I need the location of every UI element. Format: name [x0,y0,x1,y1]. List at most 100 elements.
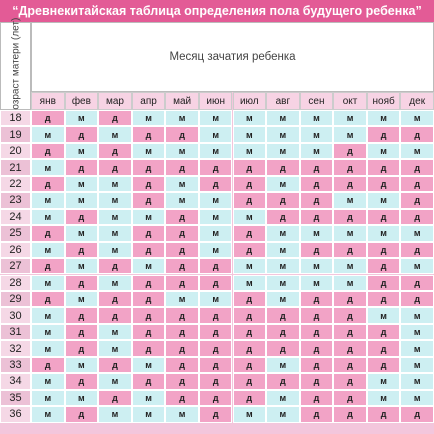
cell: м [400,340,434,357]
cell: м [400,142,434,160]
cell: м [400,110,434,127]
cell: д [232,307,267,324]
cell: д [366,274,401,291]
age-label: 18 [0,110,31,127]
cell: д [232,356,267,374]
cell: м [31,274,65,291]
cell: д [31,356,65,374]
cell: м [232,110,267,127]
cell: м [31,159,65,176]
title: “Древнекитайская таблица определения пол… [0,0,434,22]
cell: д [198,340,233,357]
cell: м [131,389,166,407]
cell: д [299,192,334,209]
cell: м [64,258,99,275]
cell: м [333,225,367,242]
cell: м [98,192,132,209]
cell: м [366,225,401,242]
cell: м [198,208,233,226]
cell: м [232,126,267,143]
cell: м [266,274,300,291]
cell: м [400,307,434,324]
cell: м [98,241,132,259]
age-label: 20 [0,142,31,160]
cell: д [333,290,367,308]
cell: д [232,373,267,390]
cell: м [64,110,99,127]
cell: м [366,307,401,324]
cell: д [299,389,334,407]
cell: м [165,175,199,193]
cell: м [366,373,401,390]
cell: м [31,373,65,390]
cell: д [165,159,199,176]
cell: д [366,159,401,176]
cell: м [131,356,166,374]
cell: д [131,225,166,242]
cell: д [400,126,434,143]
cell: м [98,406,132,423]
cell: м [198,142,233,160]
cell: м [333,110,367,127]
age-label: 36 [0,406,31,423]
cell: д [333,373,367,390]
month-label: дек [400,92,434,110]
cell: д [400,406,434,423]
cell: м [333,258,367,275]
cell: д [98,307,132,324]
cell: м [366,110,401,127]
cell: д [232,389,267,407]
cell: д [299,340,334,357]
cell: д [299,356,334,374]
cell: д [366,323,401,341]
cell: м [31,208,65,226]
cell: д [131,159,166,176]
cell: д [165,373,199,390]
month-label: сен [299,92,334,110]
cell: м [98,208,132,226]
cell: м [400,373,434,390]
cell: м [400,356,434,374]
cell: д [333,159,367,176]
cell: д [299,208,334,226]
cell: м [31,126,65,143]
cell: д [333,323,367,341]
cell: д [165,389,199,407]
cell: м [131,142,166,160]
age-label: 35 [0,389,31,407]
cell: д [366,175,401,193]
cell: д [198,258,233,275]
cell: д [400,175,434,193]
age-label: 24 [0,208,31,226]
cell: д [131,126,166,143]
cell: д [232,290,267,308]
cell: м [366,192,401,209]
cell: д [232,340,267,357]
cell: д [266,208,300,226]
cell: д [333,356,367,374]
cell: д [266,323,300,341]
cell: д [299,406,334,423]
cell: д [299,290,334,308]
age-label: 27 [0,258,31,275]
cell: д [98,258,132,275]
cell: м [31,307,65,324]
cell: д [198,373,233,390]
cell: д [400,274,434,291]
month-label: нояб [366,92,401,110]
cell: м [131,258,166,275]
cell: м [299,142,334,160]
cell: д [98,389,132,407]
age-label: 34 [0,373,31,390]
cell: д [165,241,199,259]
row-header-cell: Возраст матери (лет) [0,18,31,116]
cell: д [366,406,401,423]
month-label: мар [98,92,132,110]
cell: д [333,241,367,259]
cell: м [299,274,334,291]
cell: д [400,290,434,308]
month-label: янв [31,92,65,110]
cell: м [400,225,434,242]
age-label: 21 [0,159,31,176]
cell: м [165,192,199,209]
